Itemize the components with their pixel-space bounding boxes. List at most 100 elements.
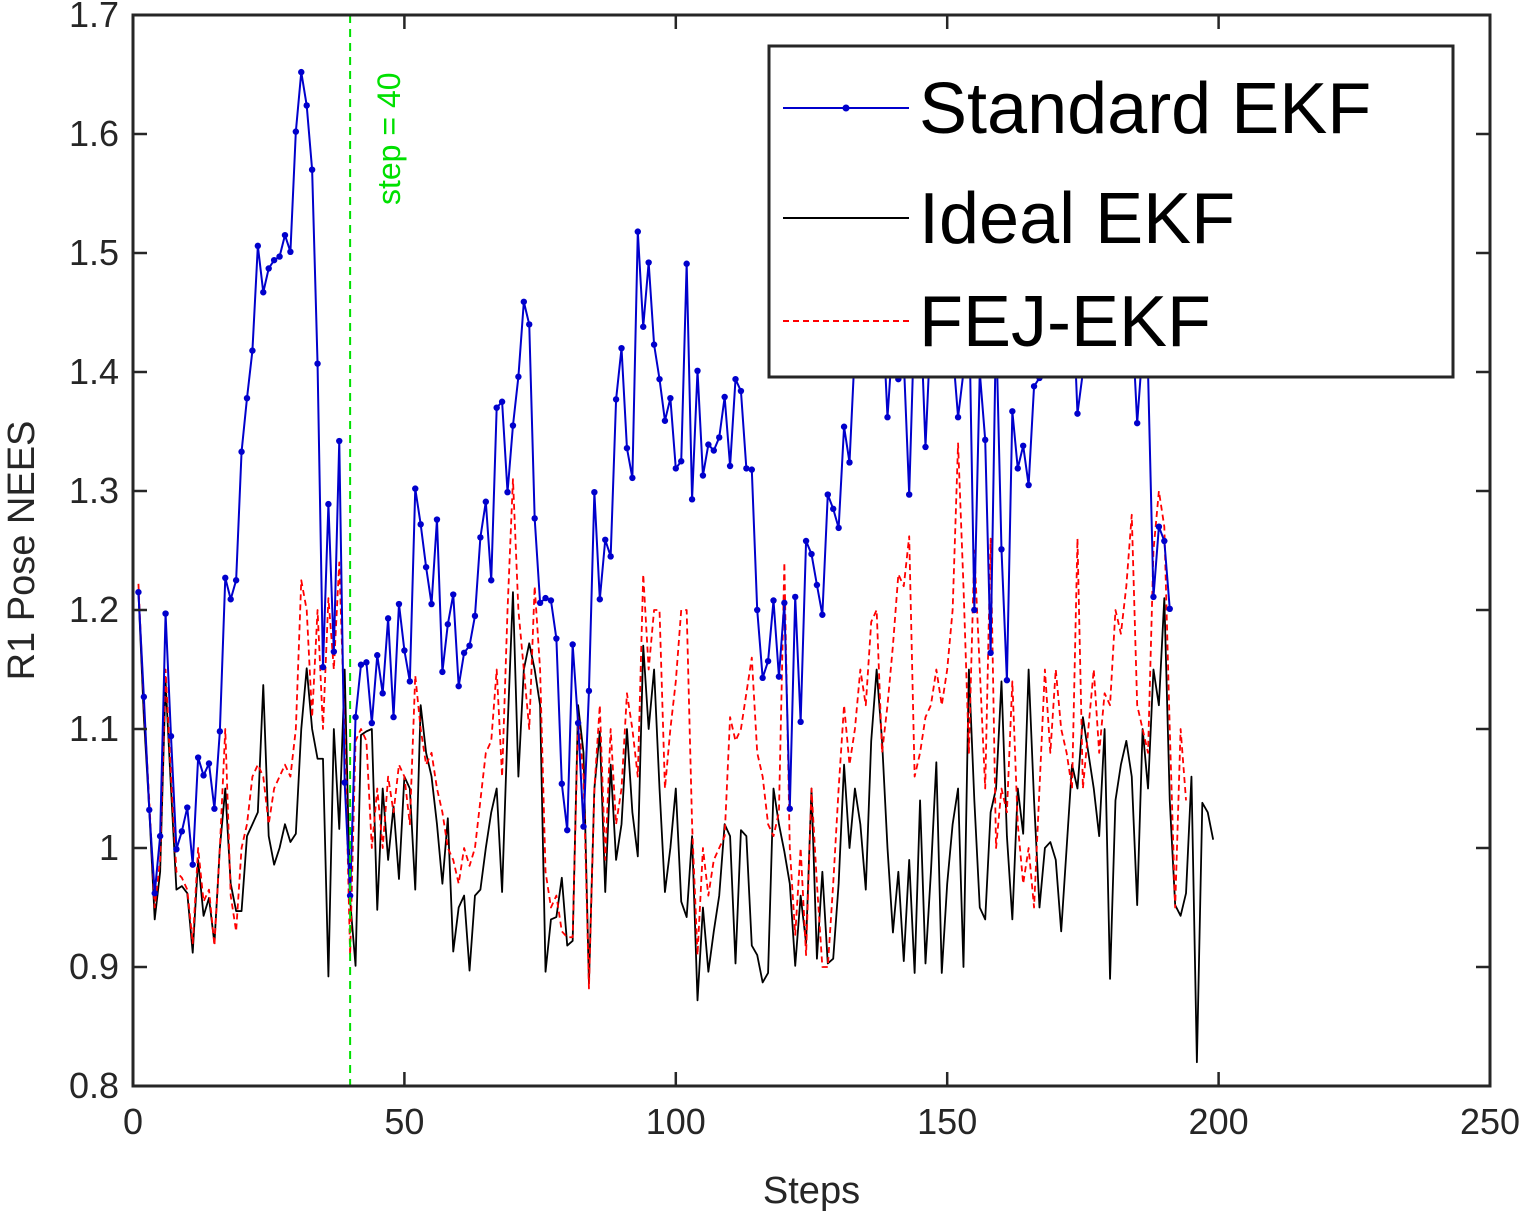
standard-ekf-point: [775, 673, 783, 680]
legend-label: FEJ-EKF: [919, 282, 1211, 362]
standard-ekf-point: [314, 360, 321, 367]
standard-ekf-point: [265, 265, 272, 272]
standard-ekf-point: [292, 128, 300, 135]
standard-ekf-point: [564, 826, 571, 834]
x-tick-label: 150: [917, 1101, 977, 1142]
standard-ekf-point: [629, 474, 636, 482]
standard-ekf-point: [504, 488, 511, 496]
standard-ekf-point: [341, 779, 348, 786]
x-tick-label: 250: [1460, 1101, 1520, 1142]
standard-ekf-point: [477, 534, 484, 541]
standard-ekf-point: [238, 448, 245, 455]
standard-ekf-point: [819, 611, 826, 618]
standard-ekf-point: [1133, 419, 1141, 427]
standard-ekf-point: [835, 524, 842, 532]
tick-layer: [131, 13, 1492, 1088]
standard-ekf-point: [227, 596, 234, 603]
standard-ekf-point: [884, 414, 891, 421]
standard-ekf-point: [390, 713, 397, 721]
x-tick-labels: 0 50 100 150 200 250: [123, 1101, 1520, 1142]
y-tick-label: 1.1: [69, 708, 119, 749]
standard-ekf-point: [401, 647, 408, 654]
standard-ekf-point: [802, 537, 810, 545]
standard-ekf-point: [363, 659, 370, 666]
standard-ekf-point: [1177, 0, 1183, 3]
standard-ekf-point: [602, 536, 609, 543]
standard-ekf-point: [531, 515, 538, 522]
standard-ekf-point: [716, 434, 723, 441]
standard-ekf-point: [954, 414, 962, 421]
standard-ekf-point: [319, 663, 327, 671]
standard-ekf-point: [151, 890, 158, 897]
y-tick-labels: 0.8 0.9 1 1.1 1.2 1.3 1.4 1.5 1.6 1.7: [69, 0, 119, 1106]
y-tick-label: 1.6: [69, 113, 119, 154]
standard-ekf-point: [1161, 537, 1168, 545]
standard-ekf-point: [466, 642, 473, 649]
standard-ekf-point: [1030, 383, 1038, 390]
standard-ekf-point: [846, 459, 853, 466]
standard-ekf-point: [352, 713, 359, 721]
standard-ekf-point: [379, 690, 386, 697]
standard-ekf-point: [580, 823, 587, 830]
standard-ekf-point: [135, 588, 142, 596]
y-tick-label: 1: [99, 827, 119, 868]
standard-ekf-point: [357, 661, 365, 668]
standard-ekf-point: [743, 465, 750, 472]
standard-ekf-point: [336, 437, 343, 445]
standard-ekf-point: [433, 516, 441, 523]
y-tick-label: 1.7: [69, 0, 119, 35]
standard-ekf-point: [922, 443, 929, 451]
standard-ekf-point: [298, 68, 305, 76]
standard-ekf-point: [287, 248, 294, 256]
series-line-ideal-ekf: [137, 591, 1215, 1064]
standard-ekf-point: [146, 806, 153, 814]
standard-ekf-point: [645, 259, 652, 266]
standard-ekf-point: [726, 462, 734, 470]
standard-ekf-point: [640, 323, 647, 330]
standard-ekf-point: [406, 678, 414, 685]
standard-ekf-point: [374, 652, 381, 659]
standard-ekf-point: [591, 488, 598, 496]
standard-ekf-point: [184, 804, 191, 811]
standard-ekf-point: [1194, 0, 1200, 3]
standard-ekf-point: [1014, 465, 1021, 472]
standard-ekf-point: [688, 496, 696, 503]
standard-ekf-point: [661, 417, 669, 424]
y-tick-label: 1.2: [69, 589, 119, 630]
standard-ekf-point: [781, 599, 788, 607]
standard-ekf-point: [667, 394, 674, 402]
standard-ekf-point: [623, 444, 631, 452]
standard-ekf-point: [1183, 0, 1189, 3]
standard-ekf-point: [1215, 0, 1221, 3]
standard-ekf-point: [308, 166, 316, 173]
standard-ekf-point: [162, 610, 169, 617]
standard-ekf-point: [189, 861, 196, 868]
standard-ekf-point: [526, 321, 533, 328]
standard-ekf-point: [216, 728, 224, 735]
standard-ekf-point: [520, 298, 528, 305]
standard-ekf-point: [596, 596, 604, 603]
standard-ekf-point: [173, 845, 180, 853]
standard-ekf-point: [840, 423, 848, 430]
standard-ekf-point: [650, 341, 658, 348]
standard-ekf-point: [770, 597, 777, 604]
standard-ekf-point: [325, 500, 332, 508]
standard-ekf-point: [672, 465, 679, 472]
x-tick-label: 0: [123, 1101, 143, 1142]
standard-ekf-point: [303, 102, 310, 109]
standard-ekf-point: [211, 805, 218, 812]
standard-ekf-point: [330, 648, 338, 655]
series-line-fej-ekf: [137, 442, 1187, 990]
standard-ekf-point: [167, 732, 175, 740]
y-tick-label: 1.4: [69, 351, 119, 392]
standard-ekf-point: [509, 422, 517, 429]
annotation-layer: step = 40: [349, 15, 407, 1086]
standard-ekf-point: [547, 597, 555, 604]
x-axis-title: Steps: [763, 1170, 860, 1212]
standard-ekf-point: [384, 615, 392, 622]
standard-ekf-point: [1172, 0, 1178, 3]
standard-ekf-point: [1210, 0, 1216, 3]
x-tick-label: 50: [384, 1101, 424, 1142]
standard-ekf-point: [1074, 410, 1081, 417]
